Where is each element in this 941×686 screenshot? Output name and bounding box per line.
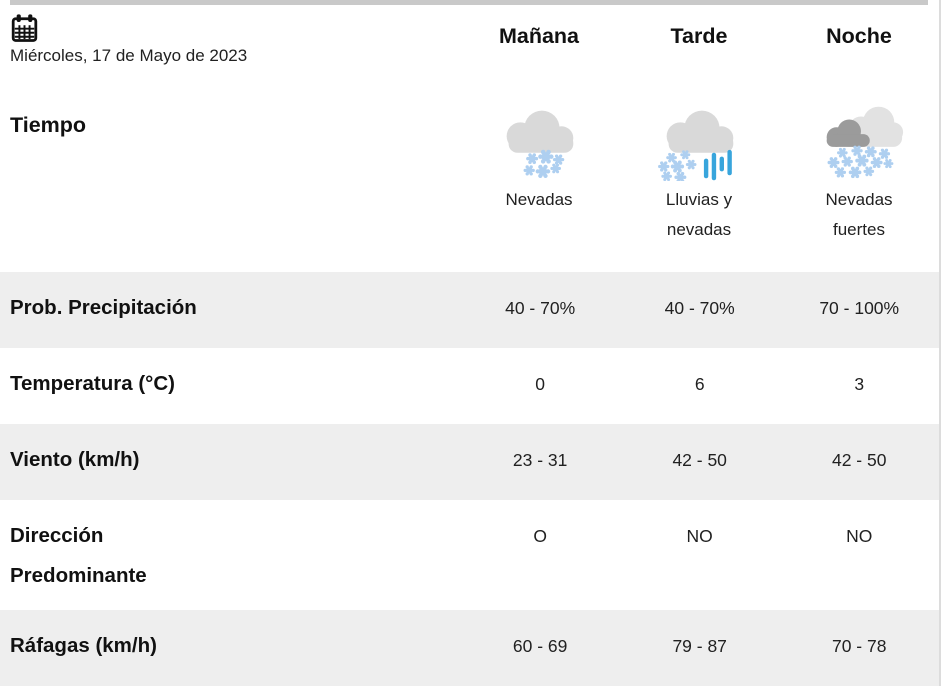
date-block: Miércoles, 17 de Mayo de 2023 [0,0,459,85]
row-label-precipitation: Prob. Precipitación [10,296,197,319]
wind-tarde: 42 - 50 [672,450,727,470]
wind-direction-manana: O [533,526,547,546]
row-label-wind-direction: Dirección Predominante [10,524,147,587]
row-label-temperature: Temperatura (°C) [10,372,176,395]
wind-direction-noche: NO [846,526,873,546]
precipitation-tarde: 40 - 70% [664,298,735,318]
row-label-tiempo: Tiempo [10,113,87,137]
weather-caption: Nevadas fuertes [825,190,893,239]
table-row-precipitation: Prob. Precipitación 40 - 70% 40 - 70% 70… [0,272,939,348]
gusts-manana: 60 - 69 [512,636,568,656]
wind-direction-tarde: NO [686,526,713,546]
cloud-shape [666,110,734,153]
column-header-manana: Mañana [498,24,580,48]
weather-row: Tiempo Nevadas [0,85,939,272]
column-header-tarde: Tarde [670,24,728,48]
table-row-temperature: Temperatura (°C) 0 6 3 [0,348,939,424]
table-row-gusts: Ráfagas (km/h) 60 - 69 79 - 87 70 - 78 [0,610,939,686]
front-dark-cloud-shape [826,119,870,147]
cloud-shape [506,110,574,153]
temperature-manana: 0 [535,374,545,394]
gusts-noche: 70 - 78 [831,636,887,656]
weather-caption: Lluvias y nevadas [665,190,733,239]
weather-cell-manana: Nevadas [459,85,619,272]
snow-cloud-icon [506,110,574,179]
row-label-gusts: Ráfagas (km/h) [10,634,157,657]
rain-bars [703,149,732,181]
forecast-date: Miércoles, 17 de Mayo de 2023 [10,46,248,65]
column-header-noche: Noche [826,24,892,48]
table-row-wind: Viento (km/h) 23 - 31 42 - 50 42 - 50 [0,424,939,500]
precipitation-noche: 70 - 100% [819,298,900,318]
weather-caption: Nevadas [505,190,573,209]
weather-cells: Nevadas [459,85,939,272]
heavy-snow-cloud-icon [826,106,904,179]
wind-noche: 42 - 50 [831,450,887,470]
row-label-wind: Viento (km/h) [10,448,140,471]
column-headers: Mañana Tarde Noche [459,0,939,85]
calendar-icon [11,14,38,42]
header: Miércoles, 17 de Mayo de 2023 Mañana Tar… [0,0,939,85]
top-strip-divider [10,0,928,5]
temperature-noche: 3 [854,374,865,394]
gusts-tarde: 79 - 87 [672,636,727,656]
wind-manana: 23 - 31 [512,450,568,470]
precipitation-manana: 40 - 70% [505,298,576,318]
table-row-wind-direction: Dirección Predominante O NO NO [0,500,939,610]
weather-cell-noche: Nevadas fuertes [779,85,939,272]
weather-cell-tarde: Lluvias y nevadas [619,85,779,272]
temperature-tarde: 6 [694,374,705,394]
rain-and-snow-cloud-icon [658,110,734,181]
